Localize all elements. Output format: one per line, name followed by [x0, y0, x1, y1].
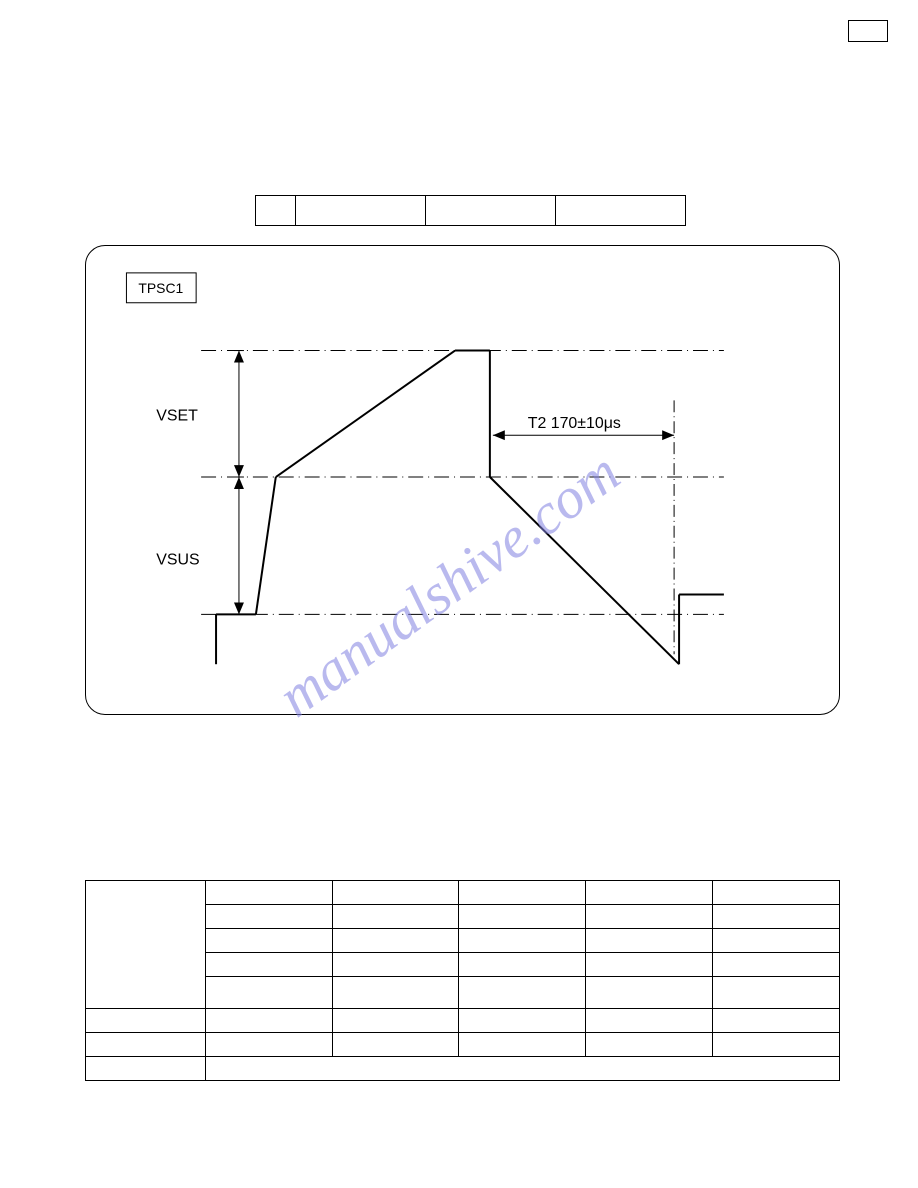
- page-number-box: [848, 20, 888, 42]
- table-cell: [713, 977, 840, 1009]
- table-cell: [332, 881, 459, 905]
- table-cell: [332, 1033, 459, 1057]
- small-table-cell: [296, 196, 426, 226]
- table-cell: [586, 905, 713, 929]
- table-cell: [459, 953, 586, 977]
- arrow-head: [234, 351, 244, 363]
- table-cell: [586, 881, 713, 905]
- arrow-head: [234, 602, 244, 614]
- small-table-cell: [426, 196, 556, 226]
- small-table-cell: [256, 196, 296, 226]
- table-cell: [86, 1057, 206, 1081]
- table-cell: [586, 977, 713, 1009]
- table-cell: [586, 953, 713, 977]
- table-cell: [459, 881, 586, 905]
- table-cell: [586, 1009, 713, 1033]
- arrow-head: [234, 465, 244, 477]
- table-cell: [86, 1033, 206, 1057]
- table-cell: [205, 1009, 332, 1033]
- table-cell: [205, 977, 332, 1009]
- waveform-segment: [256, 477, 276, 614]
- arrow-head: [493, 430, 505, 440]
- table-cell: [332, 1009, 459, 1033]
- table-cell: [459, 1009, 586, 1033]
- table-cell: [86, 1009, 206, 1033]
- table-cell: [459, 1033, 586, 1057]
- vsus-label: VSUS: [156, 552, 199, 569]
- table-cell: [586, 1033, 713, 1057]
- table-cell: [205, 929, 332, 953]
- table-cell: [205, 881, 332, 905]
- small-table-cell: [556, 196, 686, 226]
- table-cell: [713, 881, 840, 905]
- table-cell: [713, 1009, 840, 1033]
- table-cell: [205, 953, 332, 977]
- table-cell: [459, 929, 586, 953]
- arrow-head: [662, 430, 674, 440]
- table-cell: [332, 953, 459, 977]
- table-cell: [86, 881, 206, 1009]
- table-cell: [586, 929, 713, 953]
- table-cell: [713, 953, 840, 977]
- table-cell: [713, 1033, 840, 1057]
- table-cell: [332, 977, 459, 1009]
- table-cell: [205, 905, 332, 929]
- waveform-segment: [490, 477, 679, 664]
- waveform-diagram: TPSC1 VSET VSUS T2: [85, 245, 840, 715]
- data-table: [85, 880, 840, 1081]
- table-cell: [332, 929, 459, 953]
- table-cell: [332, 905, 459, 929]
- small-header-table: [255, 195, 686, 226]
- table-cell: [205, 1033, 332, 1057]
- table-cell: [459, 905, 586, 929]
- tpsc1-label: TPSC1: [138, 280, 183, 296]
- arrow-head: [234, 477, 244, 489]
- table-cell: [713, 905, 840, 929]
- t2-label: T2 170±10μs: [528, 415, 621, 432]
- vset-label: VSET: [156, 407, 198, 424]
- table-cell: [713, 929, 840, 953]
- waveform-segment: [276, 351, 455, 477]
- table-cell: [205, 1057, 839, 1081]
- table-cell: [459, 977, 586, 1009]
